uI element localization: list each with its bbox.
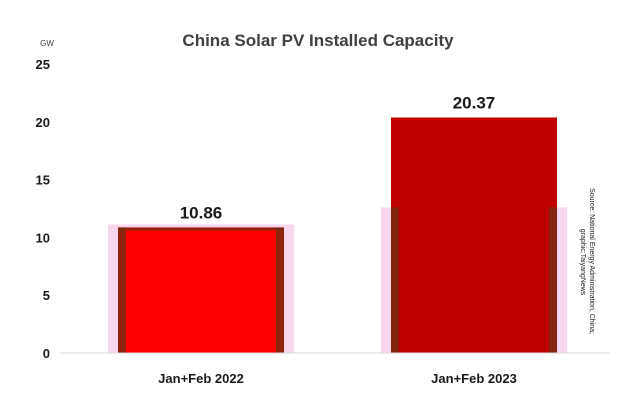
bar — [391, 117, 557, 353]
source-note: Source: National Energy Administration, … — [579, 188, 595, 336]
bars — [108, 117, 567, 353]
bar-edge-right — [276, 227, 284, 353]
data-labels: 10.86 20.37 — [180, 94, 496, 223]
bar-edge-left — [391, 207, 399, 353]
x-axis-ticks: Jan+Feb 2022 Jan+Feb 2023 — [158, 371, 517, 386]
bar — [118, 227, 284, 353]
bar-edge-right — [549, 207, 557, 353]
y-tick-label: 15 — [36, 173, 50, 188]
y-tick-label: 10 — [36, 230, 50, 245]
data-label: 20.37 — [453, 94, 496, 113]
bar-edge-top — [118, 227, 284, 231]
y-tick-label: 0 — [43, 346, 50, 361]
y-tick-label: 20 — [36, 115, 50, 130]
y-axis-ticks: 0 5 10 15 20 25 — [36, 57, 50, 361]
y-axis-unit: GW — [40, 39, 54, 48]
y-tick-label: 25 — [36, 57, 50, 72]
y-tick-label: 5 — [43, 288, 50, 303]
chart-title: China Solar PV Installed Capacity — [182, 31, 454, 50]
x-tick-label: Jan+Feb 2023 — [431, 371, 517, 386]
data-label: 10.86 — [180, 203, 223, 222]
x-tick-label: Jan+Feb 2022 — [158, 371, 244, 386]
bar-edge-left — [118, 227, 126, 353]
source-line-1: Source: National Energy Administration, … — [588, 188, 595, 334]
source-line-2: graphic:TaiyangNews — [579, 229, 586, 296]
